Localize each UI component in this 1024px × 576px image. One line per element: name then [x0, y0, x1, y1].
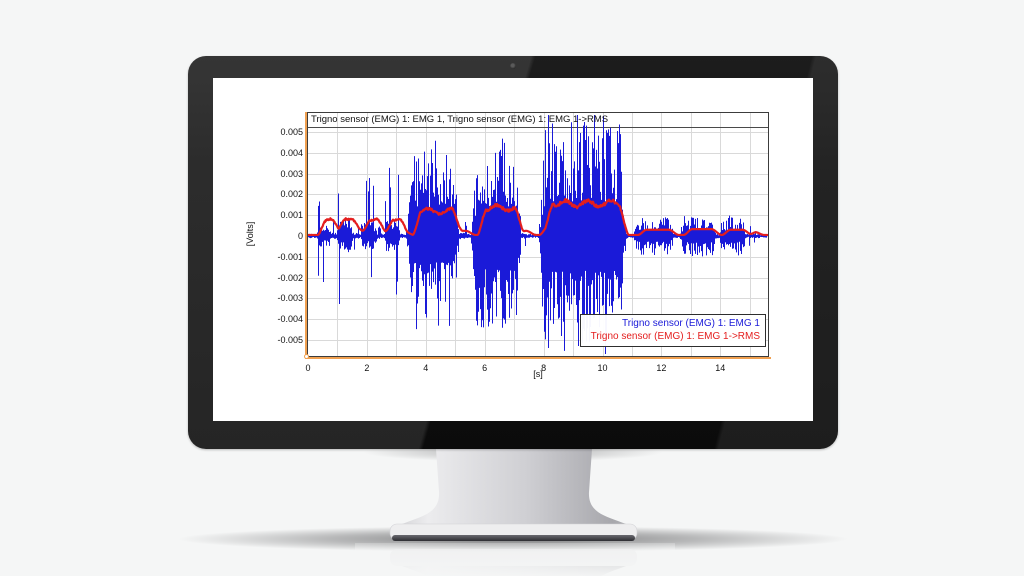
plot-area: Trigno sensor (EMG) 1: EMG 1, Trigno sen… [307, 112, 769, 357]
y-tick-label: -0.002 [277, 272, 303, 283]
y-tick-label: -0.004 [277, 314, 303, 325]
x-tick-label: 6 [482, 363, 488, 373]
x-tick-label: 10 [597, 363, 608, 373]
webcam-icon [510, 63, 516, 69]
y-tick-label: 0.005 [280, 127, 303, 137]
stand-neck [391, 449, 637, 532]
origin-marker-icon [304, 354, 309, 359]
y-axis-title: [Volts] [245, 221, 255, 247]
y-tick-label: -0.005 [277, 335, 303, 345]
axis-accent-left [305, 112, 307, 359]
axis-accent-bottom [305, 357, 771, 359]
y-tick-label: 0.003 [280, 168, 303, 179]
x-axis-title: [s] [533, 369, 543, 379]
x-tick-label: 8 [541, 363, 547, 373]
stand-base-rim [392, 535, 635, 541]
legend-entry-0: Trigno sensor (EMG) 1: EMG 1 [622, 318, 760, 329]
x-tick-label: 14 [715, 363, 726, 373]
y-tick-label: 0.001 [280, 210, 303, 221]
chart-title: Trigno sensor (EMG) 1: EMG 1, Trigno sen… [311, 114, 609, 125]
legend-entry-1: Trigno sensor (EMG) 1: EMG 1->RMS [590, 331, 760, 342]
x-tick-label: 2 [364, 363, 370, 373]
y-tick-label: -0.003 [277, 293, 303, 304]
monitor-screen: Trigno sensor (EMG) 1: EMG 1, Trigno sen… [213, 78, 813, 421]
y-tick-label: 0.004 [280, 147, 303, 158]
y-tick-label: -0.001 [277, 251, 303, 262]
y-tick-label: 0.002 [280, 189, 303, 200]
x-tick-label: 0 [305, 363, 311, 373]
x-tick-label: 12 [656, 363, 667, 373]
y-tick-label: 0 [297, 231, 303, 241]
monitor-bezel: Trigno sensor (EMG) 1: EMG 1, Trigno sen… [188, 56, 838, 449]
x-tick-label: 4 [423, 363, 429, 373]
legend: Trigno sensor (EMG) 1: EMG 1 Trigno senso… [579, 314, 766, 347]
